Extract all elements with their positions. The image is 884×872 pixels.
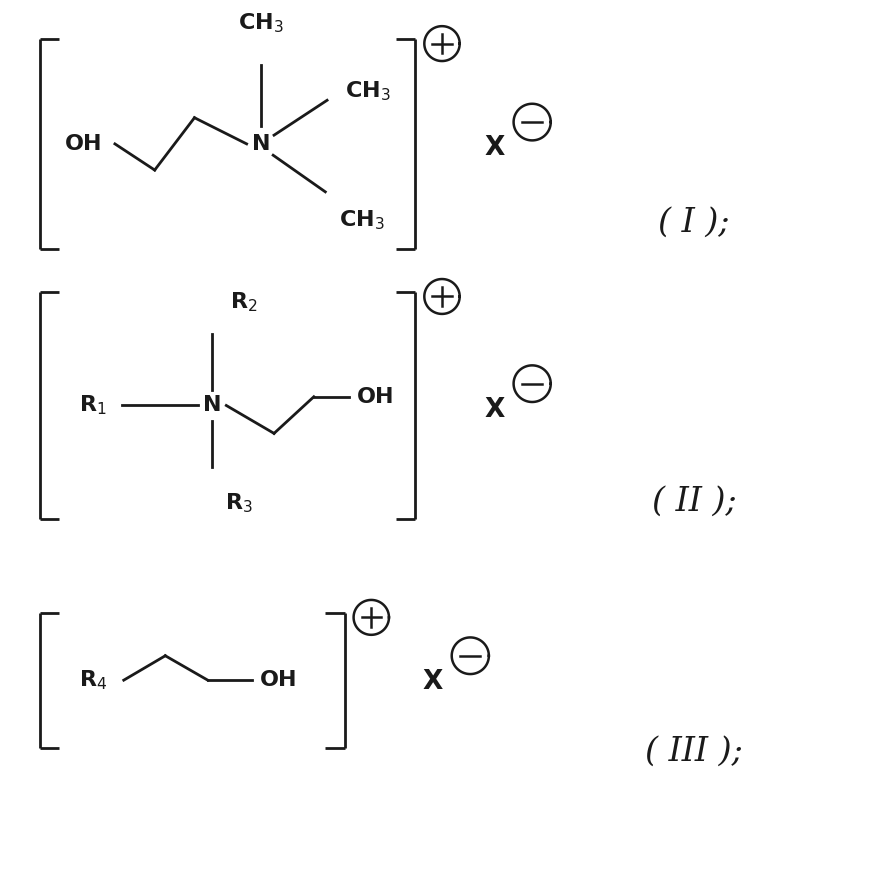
Text: X: X [423, 669, 444, 695]
Text: OH: OH [357, 387, 394, 406]
Text: N: N [203, 396, 221, 415]
Text: X: X [484, 135, 506, 161]
Text: CH$_3$: CH$_3$ [238, 11, 284, 35]
Text: CH$_3$: CH$_3$ [345, 79, 391, 104]
Text: ( II );: ( II ); [652, 486, 736, 517]
Text: CH$_3$: CH$_3$ [339, 208, 385, 232]
Text: ( III );: ( III ); [645, 736, 743, 767]
Text: R$_3$: R$_3$ [225, 491, 253, 515]
Text: R$_1$: R$_1$ [79, 393, 107, 418]
Text: ( I );: ( I ); [658, 207, 730, 238]
Text: N: N [252, 134, 270, 153]
Text: OH: OH [65, 134, 103, 153]
Text: R$_4$: R$_4$ [79, 668, 107, 692]
Text: OH: OH [260, 671, 297, 690]
Text: X: X [484, 397, 506, 423]
Text: R$_2$: R$_2$ [230, 290, 257, 315]
